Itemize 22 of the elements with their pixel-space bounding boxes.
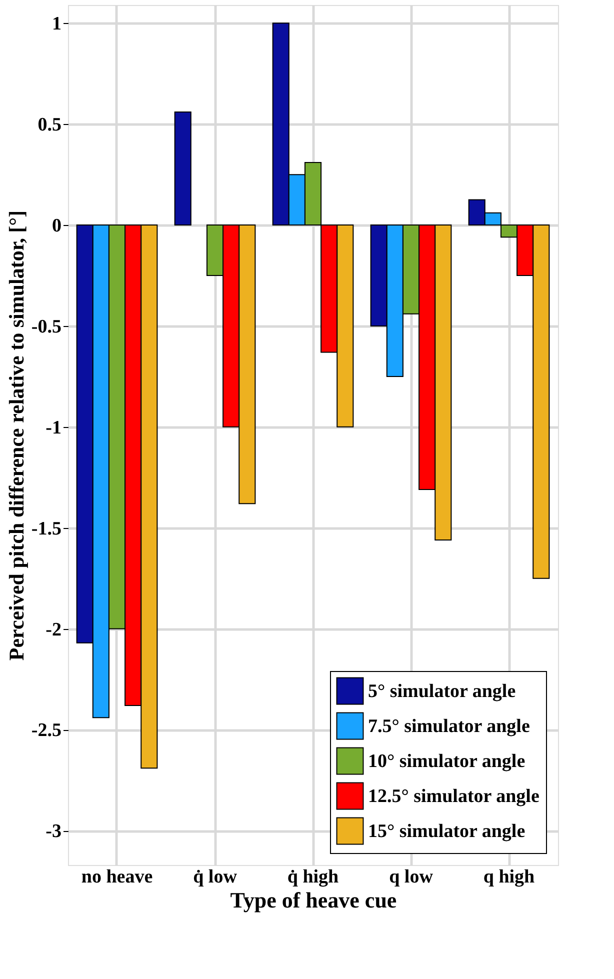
x-axis-title: Type of heave cue — [230, 888, 397, 912]
y-axis-title: Perceived pitch difference relative to simulator, [°] — [4, 210, 28, 661]
bar — [174, 111, 192, 226]
x-tick-label: q̇ low — [193, 866, 238, 888]
y-tick-label: -3 — [46, 821, 62, 842]
y-tick-label: 1 — [52, 14, 62, 35]
y-tick-label: -1 — [46, 417, 62, 438]
legend-label: 7.5° simulator angle — [368, 716, 530, 737]
x-tick-label: q high — [483, 866, 536, 888]
legend-label: 5° simulator angle — [368, 681, 516, 702]
x-tick-label: q low — [389, 866, 434, 888]
legend-label: 10° simulator angle — [368, 751, 526, 772]
y-tick-label: -1.5 — [31, 518, 62, 540]
x-tick-label: no heave — [81, 866, 153, 888]
legend-label: 15° simulator angle — [368, 821, 526, 842]
y-tick-label: 0 — [52, 216, 62, 237]
y-tick-label: -2 — [46, 619, 62, 640]
legend-label: 12.5° simulator angle — [368, 786, 540, 807]
y-tick-label: -0.5 — [31, 316, 62, 338]
y-tick-label: 0.5 — [38, 114, 62, 136]
y-tick-label: -2.5 — [31, 720, 62, 742]
x-tick-label: q̇ high — [287, 866, 340, 888]
